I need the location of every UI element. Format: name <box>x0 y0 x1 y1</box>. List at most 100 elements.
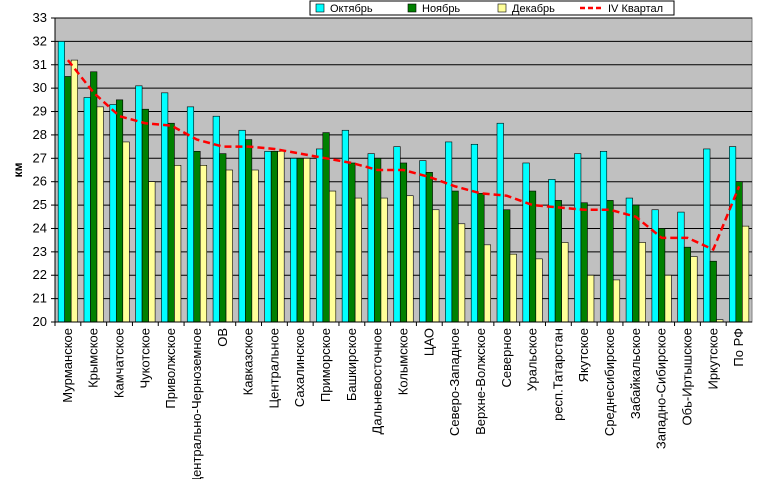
bar-1-22 <box>632 204 640 323</box>
bar-2-14 <box>432 209 440 323</box>
bar-2-4 <box>174 165 182 323</box>
y-tick-label: 33 <box>33 10 47 25</box>
x-tick-label: Крымское <box>86 328 101 388</box>
bar-0-4 <box>161 92 169 323</box>
bar-1-1 <box>90 71 98 323</box>
bar-2-21 <box>612 279 621 323</box>
bar-1-12 <box>374 158 382 323</box>
x-tick-label: ОВ <box>215 328 230 347</box>
x-tick-label: Уральское <box>525 328 540 391</box>
y-tick-label: 27 <box>33 150 47 165</box>
x-axis: Мурманское Крымское Камчатское Чукотское При… <box>54 321 752 479</box>
bar-2-6 <box>225 169 233 323</box>
bar-0-2 <box>109 104 117 323</box>
bar-0-12 <box>367 153 375 323</box>
y-tick-label: 22 <box>33 267 47 282</box>
bar-2-0 <box>70 59 78 323</box>
x-tick-label: Приморское <box>318 328 333 402</box>
bar-0-24 <box>677 211 685 323</box>
x-tick-label: Западно-Сибирское <box>654 328 669 449</box>
bar-0-23 <box>651 209 659 323</box>
bar-1-10 <box>322 132 330 323</box>
legend-label-0: Октябрь <box>330 3 373 15</box>
x-tick-label: Обь-Иртышское <box>680 328 695 425</box>
bar-0-11 <box>341 129 349 323</box>
bar-2-26 <box>742 225 750 323</box>
x-tick-label: Мурманское <box>60 328 75 403</box>
bar-1-18 <box>529 190 537 323</box>
y-tick-label: 24 <box>33 220 47 235</box>
bar-1-19 <box>554 200 562 323</box>
x-tick-label: Северное <box>499 328 514 387</box>
x-tick-label: Верхне-Волжское <box>473 328 488 435</box>
x-tick-label: Сахалинское <box>292 328 307 407</box>
bar-1-6 <box>219 153 227 323</box>
bar-2-20 <box>587 274 595 323</box>
bar-0-0 <box>57 41 65 323</box>
bar-1-26 <box>735 181 743 323</box>
bar-0-26 <box>729 146 737 323</box>
bar-0-20 <box>574 153 582 323</box>
x-tick-label: Приволжское <box>163 328 178 409</box>
y-tick-label: 23 <box>33 244 47 259</box>
bar-0-7 <box>238 129 246 323</box>
bars-group <box>57 41 750 323</box>
bar-2-19 <box>561 242 569 323</box>
bar-0-15 <box>445 141 453 323</box>
bar-1-17 <box>503 209 511 323</box>
x-tick-label: По РФ <box>731 328 746 367</box>
y-tick-label: 31 <box>33 57 47 72</box>
legend-label-3: IV Квартал <box>608 3 663 15</box>
bar-2-5 <box>199 165 208 323</box>
bar-2-1 <box>96 106 104 323</box>
x-tick-label: Колымское <box>396 328 411 395</box>
bar-1-8 <box>270 150 278 323</box>
bar-0-18 <box>522 162 530 323</box>
legend: Октябрь Ноябрь Декабрь IV Квартал <box>309 0 675 16</box>
bar-0-5 <box>186 106 195 323</box>
bar-1-2 <box>115 99 124 323</box>
bar-2-9 <box>303 158 311 323</box>
y-tick-label: 28 <box>33 127 47 142</box>
y-tick-label: 32 <box>33 33 47 48</box>
bar-1-23 <box>658 228 666 323</box>
x-tick-label: Среднесибирское <box>602 328 617 436</box>
x-tick-label: Северо-Западное <box>447 328 462 436</box>
bar-0-8 <box>264 150 272 323</box>
bar-2-16 <box>483 244 491 323</box>
bar-0-22 <box>625 197 633 323</box>
y-tick-label: 29 <box>33 104 47 119</box>
y-axis: 20 21 22 23 24 25 26 27 28 29 30 31 32 33 <box>33 10 56 329</box>
bar-1-25 <box>709 260 717 323</box>
bar-0-1 <box>83 97 91 323</box>
bar-1-0 <box>64 76 72 323</box>
legend-label-2: Декабрь <box>512 3 555 15</box>
bar-0-6 <box>212 115 220 323</box>
bar-1-11 <box>348 162 356 323</box>
x-tick-label: Чукотское <box>137 328 152 389</box>
bar-1-3 <box>141 108 149 323</box>
bar-2-18 <box>535 258 543 323</box>
bar-1-14 <box>425 172 433 323</box>
bar-0-9 <box>290 158 298 323</box>
bar-0-25 <box>703 148 711 323</box>
bar-1-20 <box>580 202 588 323</box>
bar-0-17 <box>496 122 504 323</box>
bar-2-24 <box>690 256 698 323</box>
bar-2-15 <box>458 223 466 323</box>
bar-1-13 <box>399 162 408 323</box>
x-tick-label: ЦАО <box>421 328 436 356</box>
bar-1-7 <box>245 139 253 323</box>
y-tick-label: 20 <box>33 314 47 329</box>
bar-1-9 <box>296 158 304 323</box>
bar-1-24 <box>683 246 692 323</box>
x-tick-label: Центральное <box>266 328 281 408</box>
y-tick-label: 25 <box>33 197 47 212</box>
x-tick-label: Иркутское <box>705 328 720 390</box>
bar-2-3 <box>148 181 156 323</box>
bar-0-14 <box>419 160 427 323</box>
x-tick-label: Забайкальское <box>628 328 643 419</box>
bar-1-5 <box>193 150 201 323</box>
y-tick-label: 26 <box>33 174 47 189</box>
x-tick-label: Якутское <box>576 328 591 382</box>
